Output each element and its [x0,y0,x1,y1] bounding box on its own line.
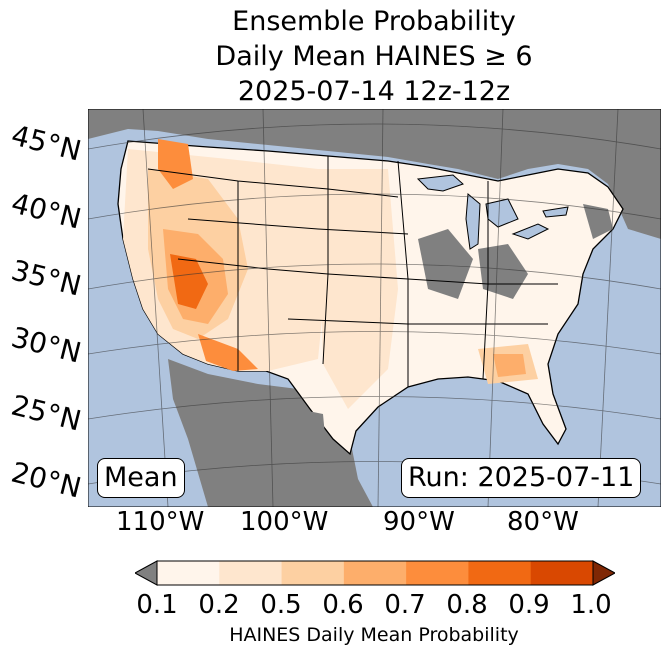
colorbar-over-arrow [592,560,615,586]
canada-land [88,109,661,239]
lon-label-110: 110°W [116,507,205,537]
colorbar-tick: 0.5 [260,590,302,620]
lon-label-80: 80°W [507,507,579,537]
colorbar-segment [343,561,407,585]
colorbar-segment [530,561,594,585]
masked-ohio-valley [478,244,528,299]
colorbar-segment [281,561,345,585]
lat-label-45: 45°N [8,118,85,168]
lat-label-20: 20°N [8,455,85,505]
lat-label-30: 30°N [8,320,85,370]
mean-label: Mean [97,458,185,498]
masked-northeast [583,204,613,239]
colorbar-tick: 0.9 [508,590,550,620]
shade-southeast-core [493,354,526,377]
colorbar-segment [406,561,469,585]
graticule [88,109,661,507]
shade-southwest [198,334,258,371]
colorbar-tick: 0.7 [384,590,426,620]
colorbar-tick: 0.6 [322,590,364,620]
colorbar-segment [468,561,532,585]
lon-label-100: 100°W [240,507,329,537]
lat-label-40: 40°N [8,186,85,236]
colorbar [135,560,615,586]
probability-map [88,109,661,507]
colorbar-under-arrow [135,560,158,586]
run-label: Run: 2025-07-11 [401,458,642,498]
masked-midwest [418,229,473,299]
colorbar-tick: 1.0 [570,590,612,620]
colorbar-segment [219,561,283,585]
lat-label-25: 25°N [8,388,85,438]
title-line-1: Ensemble Probability [232,6,516,37]
colorbar-segment [157,561,220,585]
title-line-3: 2025-07-14 12z-12z [237,76,511,107]
state-borders [147,156,558,387]
masked-texas [298,409,328,469]
lat-label-35: 35°N [8,253,85,303]
lon-label-90: 90°W [383,507,455,537]
colorbar-tick: 0.8 [446,590,488,620]
title-line-2: Daily Mean HAINES ≥ 6 [215,41,533,72]
colorbar-tick: 0.1 [136,590,178,620]
mexico-land [168,359,373,507]
colorbar-tick: 0.2 [198,590,240,620]
colorbar-label: HAINES Daily Mean Probability [229,624,519,646]
shade-idaho [158,139,193,189]
shade-nevada-core [170,254,208,309]
shade-plains [318,169,398,409]
great-lakes [416,174,569,250]
